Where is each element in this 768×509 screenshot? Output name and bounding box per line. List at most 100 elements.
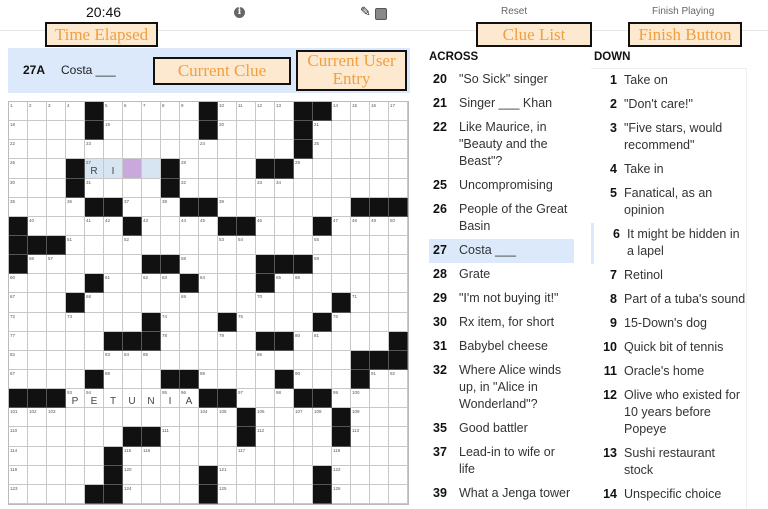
grid-cell[interactable]: 98 — [275, 389, 294, 409]
info-icon[interactable]: i — [234, 7, 245, 18]
grid-cell[interactable] — [294, 216, 313, 236]
grid-cell[interactable] — [218, 178, 237, 198]
clue-item-down-14[interactable]: 14 Unspecific choice — [591, 483, 746, 507]
grid-cell[interactable]: 35 — [9, 197, 28, 217]
grid-cell[interactable] — [294, 293, 313, 313]
grid-cell[interactable] — [123, 408, 142, 428]
grid-cell[interactable] — [142, 121, 161, 141]
grid-cell[interactable] — [161, 293, 180, 313]
grid-cell[interactable]: 84 — [123, 350, 142, 370]
grid-cell[interactable] — [199, 159, 218, 179]
grid-cell[interactable] — [389, 484, 408, 504]
grid-cell[interactable]: 68 — [85, 293, 104, 313]
grid-cell[interactable]: 73 — [66, 312, 85, 332]
grid-cell[interactable]: 57 — [47, 255, 66, 275]
grid-cell[interactable]: 95 I — [161, 389, 180, 409]
grid-cell[interactable] — [123, 121, 142, 141]
grid-cell[interactable]: 80 — [294, 331, 313, 351]
grid-cell[interactable] — [275, 293, 294, 313]
grid-cell[interactable] — [28, 350, 47, 370]
grid-cell[interactable]: 74 — [161, 312, 180, 332]
grid-cell[interactable]: 92 — [389, 369, 408, 390]
grid-cell[interactable] — [142, 235, 161, 256]
grid-cell[interactable]: 55 — [313, 235, 332, 256]
grid-cell[interactable]: 22 — [9, 140, 28, 160]
grid-cell[interactable] — [161, 465, 180, 485]
grid-cell[interactable] — [199, 235, 218, 256]
grid-cell[interactable]: 39 — [218, 197, 237, 217]
grid-cell[interactable]: 87 — [9, 369, 28, 390]
grid-cell[interactable] — [389, 159, 408, 179]
grid-cell[interactable] — [370, 465, 389, 485]
grid-cell[interactable]: 45 — [199, 216, 218, 236]
grid-cell[interactable] — [237, 274, 256, 294]
grid-cell[interactable] — [123, 178, 142, 198]
grid-cell[interactable]: 117 — [237, 446, 256, 466]
grid-cell[interactable] — [85, 255, 104, 275]
grid-cell[interactable] — [47, 159, 66, 179]
grid-cell[interactable] — [294, 178, 313, 198]
grid-cell[interactable] — [28, 484, 47, 504]
grid-cell[interactable] — [237, 369, 256, 390]
grid-cell[interactable] — [85, 312, 104, 332]
grid-cell[interactable]: 4 — [66, 102, 85, 122]
grid-cell[interactable] — [389, 293, 408, 313]
grid-cell[interactable]: 11 — [237, 102, 256, 122]
clue-item-across-26[interactable]: 26 People of the Great Basin — [429, 198, 574, 239]
grid-cell[interactable]: 51 — [66, 235, 85, 256]
grid-cell[interactable] — [180, 140, 199, 160]
grid-cell[interactable] — [256, 235, 275, 256]
down-clue-list[interactable]: 1 Take on 2 "Don't care!" 3 "Five stars, woul… — [591, 68, 747, 509]
grid-cell[interactable] — [370, 446, 389, 466]
grid-cell[interactable] — [123, 312, 142, 332]
grid-cell[interactable]: 122 — [332, 465, 351, 485]
grid-cell[interactable] — [104, 408, 123, 428]
grid-cell[interactable] — [199, 350, 218, 370]
grid-cell[interactable] — [142, 408, 161, 428]
grid-cell[interactable] — [389, 389, 408, 409]
grid-cell[interactable] — [389, 255, 408, 275]
grid-cell[interactable]: 126 — [332, 484, 351, 504]
grid-cell[interactable] — [85, 408, 104, 428]
grid-cell[interactable] — [180, 331, 199, 351]
clue-item-down-13[interactable]: 13 Sushi restaurant stock — [591, 442, 746, 483]
grid-cell[interactable] — [28, 178, 47, 198]
grid-cell[interactable] — [28, 197, 47, 217]
clue-item-across-21[interactable]: 21 Singer ___ Khan — [429, 92, 574, 116]
grid-cell[interactable] — [28, 140, 47, 160]
grid-cell[interactable] — [294, 350, 313, 370]
clue-item-across-39[interactable]: 39 What a Jenga tower — [429, 482, 574, 506]
reset-button[interactable]: Reset — [501, 6, 528, 17]
clue-item-down-3[interactable]: 3 "Five stars, would recommend" — [591, 117, 746, 158]
grid-cell[interactable] — [351, 140, 370, 160]
grid-cell[interactable] — [66, 274, 85, 294]
grid-cell[interactable] — [332, 178, 351, 198]
grid-cell[interactable]: 97 — [237, 389, 256, 409]
grid-cell[interactable]: 28 — [180, 159, 199, 179]
grid-cell[interactable] — [370, 312, 389, 332]
grid-cell[interactable] — [28, 293, 47, 313]
grid-cell[interactable] — [313, 427, 332, 447]
grid-cell[interactable] — [66, 484, 85, 504]
grid-cell[interactable] — [313, 369, 332, 390]
grid-cell[interactable]: 118 — [332, 446, 351, 466]
grid-cell[interactable] — [161, 216, 180, 236]
grid-cell[interactable]: 125 — [218, 484, 237, 504]
grid-cell[interactable] — [142, 293, 161, 313]
clue-item-across-37[interactable]: 37 Lead-in to wife or life — [429, 441, 574, 482]
grid-cell[interactable] — [389, 465, 408, 485]
grid-cell[interactable]: 5 — [104, 102, 123, 122]
grid-cell[interactable] — [351, 465, 370, 485]
grid-cell[interactable] — [332, 121, 351, 141]
grid-cell[interactable]: 49 — [370, 216, 389, 236]
grid-cell[interactable]: 47 — [332, 216, 351, 236]
grid-cell[interactable] — [28, 159, 47, 179]
grid-cell[interactable] — [351, 312, 370, 332]
grid-cell[interactable] — [370, 274, 389, 294]
grid-cell[interactable] — [275, 312, 294, 332]
grid-cell[interactable] — [275, 197, 294, 217]
grid-cell[interactable]: 19 — [104, 121, 123, 141]
grid-cell[interactable] — [85, 331, 104, 351]
grid-cell[interactable] — [180, 484, 199, 504]
grid-cell[interactable]: 120 — [123, 465, 142, 485]
